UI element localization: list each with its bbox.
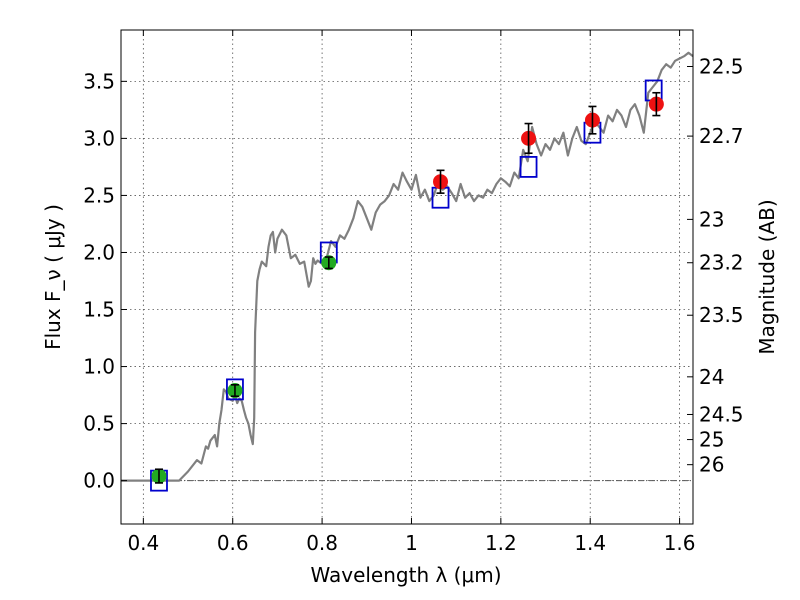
x-tick-label: 1.2 [485,531,517,555]
y-tick-label: 2.0 [83,240,115,264]
x-axis-label-text: Wavelength λ (μm) [310,563,501,587]
right-tick-label: 22.5 [699,55,744,79]
right-tick-label: 22.7 [699,124,744,148]
right-tick-label: 23.2 [699,251,744,275]
y-tick-label: 3.0 [83,126,115,150]
x-tick-label: 0.4 [127,531,159,555]
x-tick-label: 1 [405,531,418,555]
ticks: 0.4 0.6 0.8 1 1.2 1.4 1.6 0.0 0.5 1.0 1.5 2.0 2.5 3.0… [83,30,744,555]
y-tick-label: 2.5 [83,183,115,207]
right-tick-label: 26 [699,453,724,477]
axes-frame [120,29,694,525]
right-axis-label-text: Magnitude (AB) [755,199,779,354]
y-tick-label: 1.0 [83,355,115,379]
x-tick-label: 1.4 [574,531,606,555]
right-tick-label: 23.5 [699,303,744,327]
y-tick-label: 3.5 [83,69,115,93]
x-tick-label: 0.6 [217,531,249,555]
right-tick-label: 23 [699,207,724,231]
y-axis-label-text: Flux F_ν ( μJy ) [41,204,65,350]
x-axis-label: Wavelength λ (μm) [310,563,501,587]
right-tick-label: 24.5 [699,402,744,426]
y-tick-label: 0.0 [83,469,115,493]
y-tick-label: 0.5 [83,412,115,436]
y-tick-label: 1.5 [83,298,115,322]
plot-area [121,51,694,492]
model-photometry-square [519,156,538,178]
model-photometry-square [226,378,244,401]
grid [121,30,693,524]
x-tick-label: 1.6 [664,531,696,555]
right-axis-label: Magnitude (AB) [755,199,779,354]
right-tick-label: 25 [699,428,724,452]
x-tick-label: 0.8 [306,531,338,555]
right-tick-label: 24 [699,365,724,389]
y-axis-label: Flux F_ν ( μJy ) [41,204,65,350]
